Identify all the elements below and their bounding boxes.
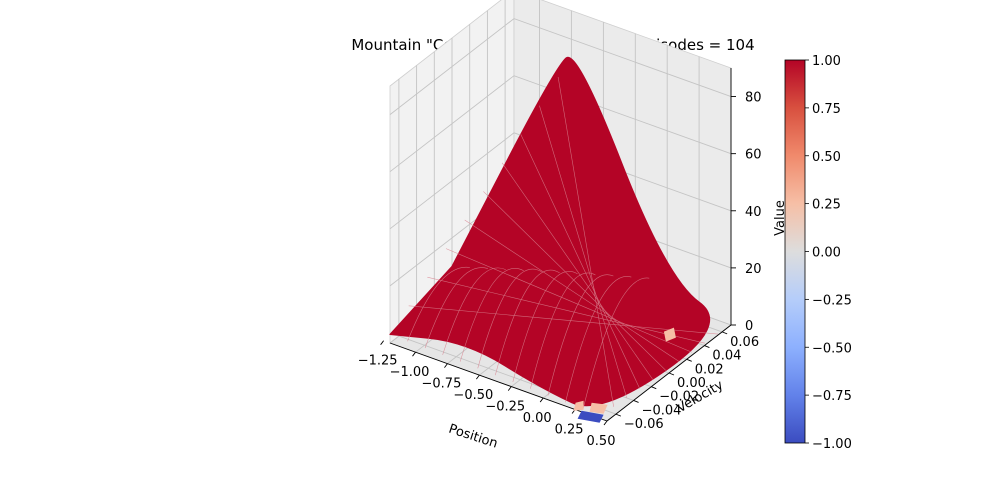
colorbar-tick-label: 0.75 <box>812 102 841 117</box>
wireframe-line <box>582 277 650 410</box>
surface-pale-patch <box>573 400 584 411</box>
z-tick-label: 60 <box>745 148 762 163</box>
z-gridline <box>389 75 732 173</box>
colorbar <box>784 59 806 444</box>
wireframe-line <box>539 105 627 398</box>
x-axis-line <box>389 342 608 422</box>
y-tick-mark <box>668 372 675 376</box>
x-tick-mark <box>444 363 448 368</box>
x-tick-mark <box>380 340 384 345</box>
colorbar-tick-label: −0.75 <box>812 389 852 404</box>
colorbar-tick-label: 0.25 <box>812 198 841 213</box>
wireframe-line <box>424 267 488 349</box>
surface-pale-patch <box>663 327 676 342</box>
colorbar-tick-label: 0.50 <box>812 150 841 165</box>
wireframe-line <box>445 248 693 353</box>
x-tick-mark <box>412 351 416 357</box>
z-tick-label: 80 <box>745 91 762 106</box>
y-tick-mark <box>721 331 728 335</box>
wireframe-line <box>477 268 542 369</box>
y-tick-label: 0.00 <box>677 376 706 391</box>
x-tick-mark <box>603 420 608 426</box>
y-tick-mark <box>615 413 622 417</box>
y-tick-mark <box>651 386 657 390</box>
colorbar-tick-label: −0.50 <box>812 341 852 356</box>
wireframe-line <box>520 134 641 389</box>
surface-wireframe <box>407 76 718 410</box>
wireframe-line <box>501 162 654 380</box>
x-tick-label: −0.50 <box>453 388 493 403</box>
wireframe-line <box>530 272 596 389</box>
surface-low-patch <box>577 410 604 423</box>
x-tick-mark <box>475 374 480 380</box>
wireframe-line <box>427 276 705 344</box>
wireframe-line <box>483 191 667 371</box>
x-axis-label: Position <box>447 422 500 452</box>
colorbar-tick-label: 0.00 <box>812 246 841 261</box>
wireframe-line <box>547 274 614 396</box>
z-tick-label: 0 <box>745 319 753 334</box>
y-tick-label: −0.06 <box>624 417 664 432</box>
surface-pale-patch <box>589 402 608 414</box>
x-tick-label: 0.25 <box>555 423 584 438</box>
wireframe-line <box>408 305 718 335</box>
wireframe-line <box>495 269 560 376</box>
x-tick-label: 0.50 <box>587 434 616 449</box>
y-tick-label: 0.04 <box>712 349 741 364</box>
y-tick-label: −0.02 <box>659 390 699 405</box>
y-tick-label: 0.02 <box>695 362 724 377</box>
colorbar-tick-label: −1.00 <box>812 437 852 452</box>
x-tick-label: 0.00 <box>523 411 552 426</box>
wireframe-line <box>512 271 578 383</box>
y-tick-label: −0.04 <box>642 403 682 418</box>
z-tick-label: 20 <box>745 262 762 277</box>
x-tick-label: −0.75 <box>422 377 462 392</box>
y-tick-mark <box>686 358 692 362</box>
colorbar-tick-label: 1.00 <box>812 54 841 69</box>
wireframe-line <box>464 219 680 362</box>
x-tick-label: −1.00 <box>390 365 430 380</box>
z-gridline <box>389 18 732 115</box>
wireframe-line <box>557 76 614 407</box>
z-gridline <box>389 132 732 230</box>
wireframe-line <box>459 268 524 362</box>
z-tick-label: 40 <box>745 205 762 220</box>
y-tick-mark <box>704 345 710 348</box>
colorbar-label: Value <box>773 200 788 236</box>
y-tick-mark <box>633 400 639 403</box>
x-tick-mark <box>507 386 512 391</box>
colorbar-tick-label: −0.25 <box>812 293 852 308</box>
x-tick-mark <box>539 397 544 403</box>
y-tick-label: 0.06 <box>730 335 759 350</box>
wireframe-line <box>407 266 470 342</box>
wireframe-line <box>442 267 506 355</box>
x-tick-label: −0.25 <box>485 400 525 415</box>
x-tick-label: −1.25 <box>358 354 398 369</box>
